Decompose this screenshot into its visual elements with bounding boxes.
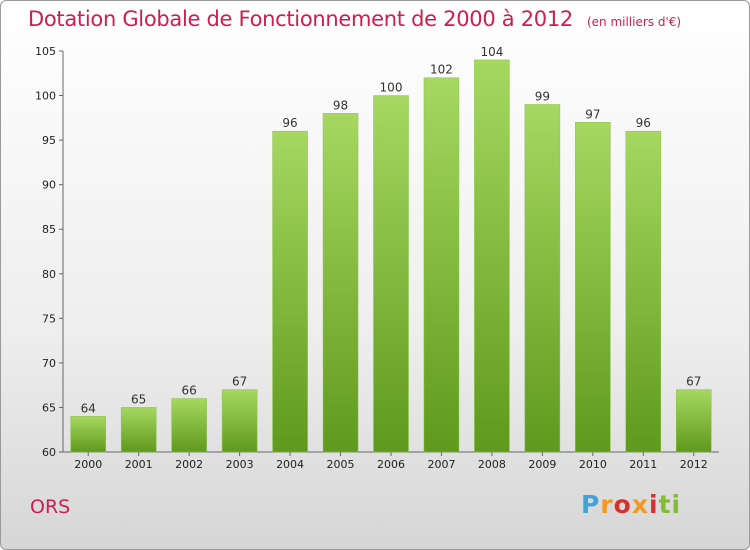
x-tick-label-2009: 2009 [528,458,556,471]
value-label-2005: 98 [333,98,348,112]
chart-bars [70,59,712,453]
value-label-2012: 67 [686,375,701,389]
value-label-2003: 67 [232,375,247,389]
chart-title: Dotation Globale de Fonctionnement de 20… [28,7,573,31]
x-tick-label-2003: 2003 [226,458,254,471]
value-label-2001: 65 [131,392,146,406]
logo-letter: x [631,490,649,519]
x-tick-label-2006: 2006 [377,458,405,471]
y-tick-label: 80 [42,268,56,281]
logo-letter: P [581,490,601,519]
y-tick-label: 65 [42,401,56,414]
logo-letter: r [600,490,614,519]
proxiti-logo: Proxiti [581,490,681,519]
logo-letter: o [613,490,632,519]
bar-2006 [373,95,409,453]
bar-2010 [575,122,611,453]
x-tick-label-2007: 2007 [427,458,455,471]
title-row: Dotation Globale de Fonctionnement de 20… [28,7,681,31]
bar-2002 [171,398,207,453]
value-label-2007: 102 [430,63,453,77]
value-label-2004: 96 [282,116,297,130]
bar-2003 [221,389,258,453]
x-tick-label-2002: 2002 [175,458,203,471]
commune-name: ORS [30,496,71,518]
x-tick-label-2004: 2004 [276,458,304,471]
x-tick-label-2011: 2011 [629,458,657,471]
value-label-2000: 64 [81,401,96,415]
value-label-2006: 100 [380,81,403,95]
logo-letter: i [671,490,682,519]
bar-2000 [70,416,106,453]
value-label-2010: 97 [585,107,600,121]
y-tick-label: 100 [35,90,56,103]
value-label-2008: 104 [480,45,503,59]
y-tick-label: 95 [42,134,56,147]
bar-2005 [322,113,359,453]
y-tick-label: 75 [42,312,56,325]
value-label-2009: 99 [535,89,550,103]
bar-2012 [676,389,712,453]
bar-2004 [272,130,308,453]
bar-2001 [120,407,157,453]
x-tick-label-2008: 2008 [478,458,506,471]
x-tick-label-2012: 2012 [680,458,708,471]
bar-2011 [625,130,662,453]
y-tick-label: 85 [42,223,56,236]
y-tick-label: 70 [42,357,56,370]
x-tick-label-2000: 2000 [74,458,102,471]
bar-2009 [524,104,561,453]
bar-2007 [423,77,460,453]
x-tick-label-2005: 2005 [327,458,355,471]
value-label-2011: 96 [636,116,651,130]
chart-axes: 60 65 70 75 80 85 90 95 100 105 2000 2001 2002 2003 20… [35,45,719,471]
chart-labels: 64 65 66 67 96 98 100 102 104 99 97 96 67 [81,45,702,415]
value-label-2002: 66 [182,384,197,398]
y-tick-label: 60 [42,446,56,459]
x-tick-label-2001: 2001 [125,458,153,471]
bar-2008 [474,59,510,453]
logo-letter: i [649,490,659,519]
x-tick-label-2010: 2010 [579,458,607,471]
logo-letter: t [658,490,672,519]
chart-subtitle: (en milliers d'€) [586,15,682,29]
y-tick-label: 90 [42,179,56,192]
y-tick-label: 105 [35,45,56,58]
